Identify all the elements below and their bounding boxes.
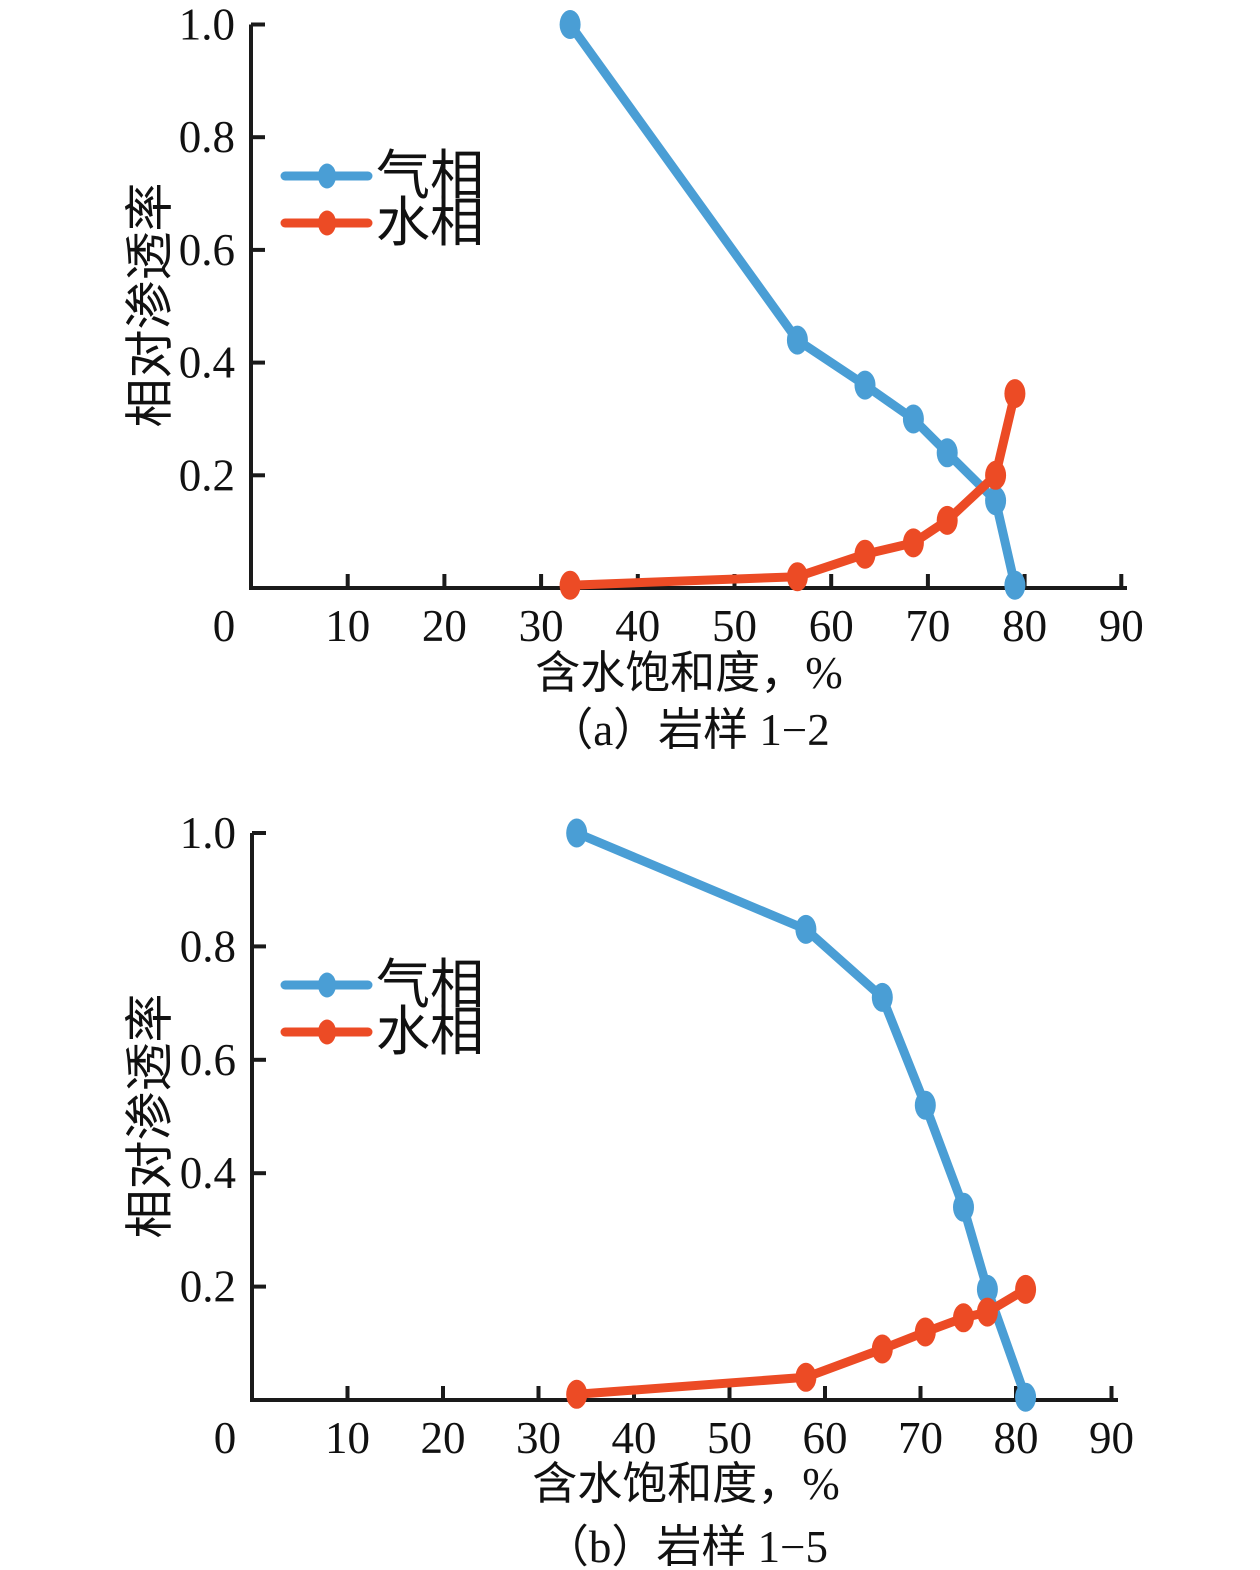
- y-tick-label: 0.6: [180, 1035, 236, 1085]
- series-line-water: [565, 389, 1020, 590]
- panel-caption: （a）岩样 1−2: [548, 705, 830, 755]
- series-line-gas: [565, 20, 1020, 590]
- data-point-water: [559, 570, 581, 600]
- x-axis-title: 含水饱和度，%: [532, 1459, 840, 1509]
- x-tick-label: 90: [1089, 1413, 1134, 1463]
- axes-frame: [249, 24, 1127, 590]
- x-tick-label: 0: [213, 601, 236, 651]
- y-tick-label: 0.6: [179, 225, 235, 275]
- legend-label-gas: 气相: [376, 146, 484, 206]
- data-point-water: [1015, 1274, 1037, 1304]
- axes-frame: [250, 833, 1118, 1402]
- x-tick-label: 90: [1099, 601, 1144, 651]
- data-point-gas: [914, 1090, 936, 1120]
- x-tick-label: 70: [905, 601, 950, 651]
- data-point-water: [566, 1379, 588, 1409]
- data-point-water: [1004, 379, 1026, 409]
- data-point-gas: [559, 10, 581, 39]
- x-tick-label: 10: [325, 1413, 370, 1463]
- data-point-gas: [786, 325, 808, 355]
- y-tick-label: 0.2: [180, 1262, 236, 1312]
- legend-gas-marker: [318, 163, 336, 189]
- x-tick-label: 70: [898, 1413, 943, 1463]
- x-tick-label: 20: [421, 1413, 466, 1463]
- data-point-water: [902, 528, 924, 558]
- x-tick-label: 50: [712, 601, 757, 651]
- legend-label-water: 水相: [376, 193, 484, 253]
- chart-panel-b: 0.20.40.60.81.00 10 20 30 40 50 60 70 80 90气相水相相对…: [123, 808, 1135, 1570]
- x-tick-label: 80: [1002, 601, 1047, 651]
- y-tick-label: 1.0: [179, 0, 235, 50]
- data-point-gas: [566, 818, 588, 848]
- data-point-gas: [953, 1192, 974, 1222]
- data-point-water: [854, 539, 876, 569]
- x-tick-label: 10: [325, 601, 370, 651]
- data-point-water: [976, 1297, 998, 1327]
- y-tick-label: 0.8: [180, 921, 236, 971]
- data-point-water: [936, 505, 958, 535]
- y-tick-label: 1.0: [180, 808, 236, 858]
- y-tick-label: 0.2: [179, 450, 235, 500]
- y-tick-label: 0.8: [179, 112, 235, 162]
- legend-gas-marker: [318, 972, 336, 998]
- y-tick-label: 0.4: [180, 1148, 236, 1198]
- data-point-water: [914, 1317, 936, 1347]
- x-tick-label: 50: [707, 1413, 752, 1463]
- data-point-water: [953, 1303, 974, 1333]
- data-point-gas: [1015, 1382, 1037, 1412]
- data-point-gas: [976, 1274, 998, 1304]
- legend-water-marker: [318, 1019, 336, 1045]
- x-tick-label: 40: [615, 601, 660, 651]
- y-axis-title: 相对渗透率: [123, 993, 178, 1238]
- data-point-water: [871, 1334, 893, 1364]
- data-point-gas: [902, 404, 924, 434]
- data-point-gas: [1004, 570, 1026, 600]
- x-tick-label: 60: [803, 1413, 848, 1463]
- data-point-water: [795, 1362, 817, 1392]
- x-tick-label: 40: [612, 1413, 657, 1463]
- x-tick-label: 0: [214, 1413, 237, 1463]
- data-point-water: [985, 460, 1007, 490]
- y-axis-title: 相对渗透率: [123, 182, 178, 427]
- x-tick-label: 20: [422, 601, 467, 651]
- x-tick-label: 30: [519, 601, 564, 651]
- legend-label-gas: 气相: [376, 955, 484, 1015]
- data-point-gas: [936, 438, 958, 468]
- x-tick-label: 60: [809, 601, 854, 651]
- x-axis-title: 含水饱和度，%: [535, 648, 843, 698]
- data-point-gas: [854, 370, 876, 400]
- legend-label-water: 水相: [376, 1002, 484, 1062]
- panel-caption: （b）岩样 1−5: [544, 1522, 828, 1570]
- data-point-gas: [871, 982, 893, 1012]
- legend-water-marker: [318, 210, 336, 236]
- x-tick-label: 30: [516, 1413, 561, 1463]
- x-tick-label: 80: [994, 1413, 1039, 1463]
- data-point-gas: [985, 486, 1007, 516]
- chart-panel-a: 0.20.40.60.81.00 10 20 30 40 50 60 70 80 90气相水相相对…: [123, 0, 1144, 755]
- data-point-water: [786, 562, 808, 592]
- data-point-gas: [795, 914, 817, 944]
- y-tick-label: 0.4: [179, 338, 235, 388]
